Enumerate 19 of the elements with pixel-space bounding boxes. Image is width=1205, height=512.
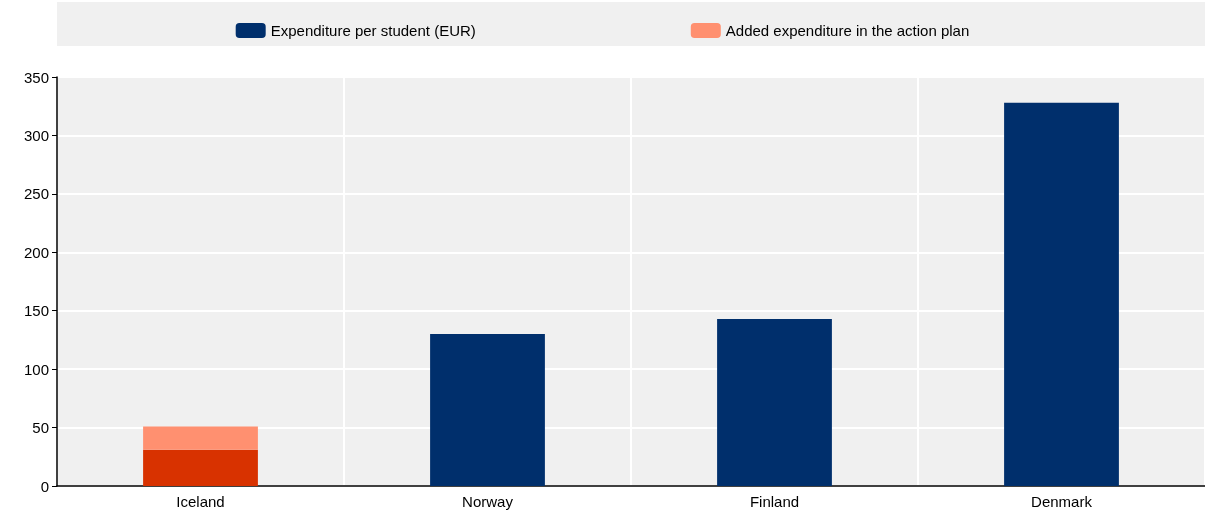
bar: [717, 318, 832, 486]
x-tick-label: Iceland: [176, 493, 225, 510]
bar: [430, 334, 545, 486]
legend-label: Added expenditure in the action plan: [725, 22, 970, 39]
bar: [143, 449, 258, 486]
y-tick-label: 250: [23, 185, 49, 203]
x-tick-label: Finland: [749, 493, 800, 510]
x-tick-label: Denmark: [1031, 493, 1093, 510]
x-tick-label: Norway: [462, 493, 514, 510]
y-tick-label: 0: [40, 477, 49, 495]
bar: [143, 426, 258, 450]
y-tick-label: 150: [23, 302, 49, 320]
y-tick-label: 50: [32, 419, 49, 437]
y-tick-label: 350: [23, 68, 49, 86]
bar: [1004, 102, 1119, 486]
y-tick-label: 100: [23, 360, 49, 378]
legend-label: Expenditure per student (EUR): [270, 22, 476, 39]
y-tick-label: 300: [23, 126, 49, 144]
y-tick-label: 200: [23, 243, 49, 261]
